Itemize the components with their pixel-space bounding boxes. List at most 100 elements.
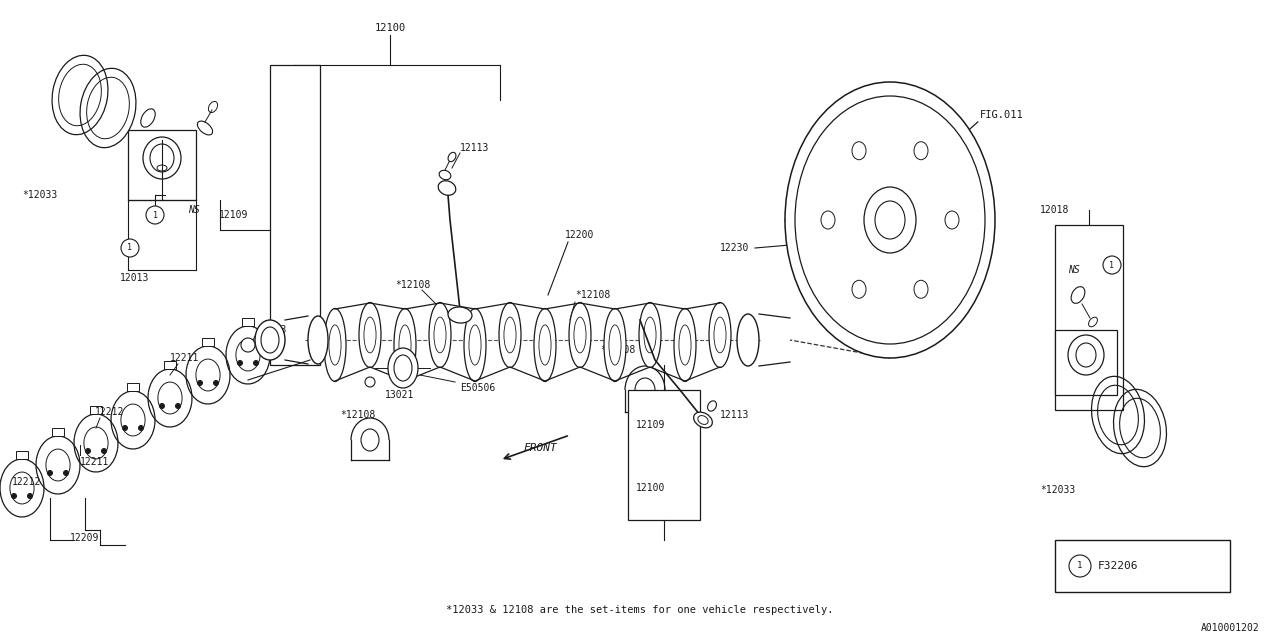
Circle shape bbox=[64, 470, 69, 476]
Ellipse shape bbox=[914, 141, 928, 160]
Circle shape bbox=[122, 239, 140, 257]
Text: 12100: 12100 bbox=[374, 23, 406, 33]
Text: FRONT: FRONT bbox=[524, 443, 557, 453]
Ellipse shape bbox=[308, 316, 328, 364]
Circle shape bbox=[86, 449, 91, 454]
Circle shape bbox=[101, 449, 106, 454]
Ellipse shape bbox=[358, 303, 381, 367]
Ellipse shape bbox=[795, 96, 986, 344]
Circle shape bbox=[47, 470, 52, 476]
Circle shape bbox=[1103, 256, 1121, 274]
Circle shape bbox=[138, 426, 143, 431]
Circle shape bbox=[123, 426, 128, 431]
Bar bbox=[270, 65, 320, 365]
Ellipse shape bbox=[255, 320, 285, 360]
Ellipse shape bbox=[394, 308, 416, 381]
Ellipse shape bbox=[438, 180, 456, 195]
Text: 1: 1 bbox=[152, 211, 157, 220]
Ellipse shape bbox=[570, 303, 591, 367]
Text: *12033: *12033 bbox=[1039, 485, 1075, 495]
Text: FIG.011: FIG.011 bbox=[980, 110, 1024, 120]
Bar bbox=[202, 338, 214, 346]
Text: 12209: 12209 bbox=[70, 533, 100, 543]
Text: *12108: *12108 bbox=[575, 290, 611, 300]
Text: *12108: *12108 bbox=[600, 345, 635, 355]
Text: 12113: 12113 bbox=[719, 410, 749, 420]
Circle shape bbox=[241, 338, 255, 352]
Text: 12109: 12109 bbox=[636, 420, 666, 430]
Text: NS: NS bbox=[188, 205, 200, 215]
Ellipse shape bbox=[876, 201, 905, 239]
Circle shape bbox=[197, 381, 202, 385]
Ellipse shape bbox=[604, 308, 626, 381]
Bar bbox=[128, 130, 196, 200]
Circle shape bbox=[175, 403, 180, 408]
Bar bbox=[15, 451, 28, 459]
Ellipse shape bbox=[864, 187, 916, 253]
Circle shape bbox=[365, 377, 375, 387]
Bar bbox=[1055, 540, 1230, 592]
Text: 13021: 13021 bbox=[385, 390, 415, 400]
Ellipse shape bbox=[737, 314, 759, 366]
Text: 12211: 12211 bbox=[79, 457, 109, 467]
Ellipse shape bbox=[429, 303, 451, 367]
Bar bbox=[1055, 225, 1123, 410]
Text: *12033 & 12108 are the set-items for one vehicle respectively.: *12033 & 12108 are the set-items for one… bbox=[447, 605, 833, 615]
Bar bbox=[90, 406, 102, 414]
Text: 1: 1 bbox=[128, 243, 133, 253]
Ellipse shape bbox=[945, 211, 959, 229]
Circle shape bbox=[214, 381, 219, 385]
Text: 12212: 12212 bbox=[95, 407, 124, 417]
Bar bbox=[52, 428, 64, 436]
Text: 12018: 12018 bbox=[1039, 205, 1069, 215]
Ellipse shape bbox=[465, 308, 486, 381]
Circle shape bbox=[27, 493, 32, 499]
Ellipse shape bbox=[439, 170, 451, 180]
Text: 12109: 12109 bbox=[219, 210, 248, 220]
Ellipse shape bbox=[448, 307, 472, 323]
Circle shape bbox=[146, 206, 164, 224]
Ellipse shape bbox=[534, 308, 556, 381]
Bar bbox=[242, 318, 253, 326]
Text: NS: NS bbox=[1068, 265, 1080, 275]
Text: 1: 1 bbox=[1078, 561, 1083, 570]
Ellipse shape bbox=[675, 308, 696, 381]
Text: 12100: 12100 bbox=[636, 483, 666, 493]
Ellipse shape bbox=[639, 303, 660, 367]
Ellipse shape bbox=[698, 415, 708, 424]
Circle shape bbox=[160, 403, 165, 408]
Bar bbox=[127, 383, 140, 391]
Ellipse shape bbox=[361, 429, 379, 451]
Text: *12108: *12108 bbox=[396, 280, 430, 290]
Circle shape bbox=[238, 360, 242, 365]
Ellipse shape bbox=[635, 378, 655, 402]
Ellipse shape bbox=[852, 280, 867, 298]
Ellipse shape bbox=[708, 401, 717, 411]
Ellipse shape bbox=[785, 82, 995, 358]
Ellipse shape bbox=[852, 141, 867, 160]
Circle shape bbox=[1069, 555, 1091, 577]
Text: F32206: F32206 bbox=[1098, 561, 1138, 571]
Bar bbox=[164, 361, 177, 369]
Text: A010001202: A010001202 bbox=[1201, 623, 1260, 633]
Text: 12200: 12200 bbox=[564, 230, 594, 240]
Text: 12213: 12213 bbox=[259, 325, 288, 335]
Ellipse shape bbox=[324, 308, 346, 381]
Circle shape bbox=[12, 493, 17, 499]
Circle shape bbox=[253, 360, 259, 365]
Text: 1: 1 bbox=[1110, 260, 1115, 269]
Ellipse shape bbox=[261, 327, 279, 353]
Text: 12211: 12211 bbox=[170, 353, 200, 363]
Ellipse shape bbox=[499, 303, 521, 367]
Text: 12212: 12212 bbox=[12, 477, 41, 487]
Ellipse shape bbox=[388, 348, 419, 388]
Text: *12033: *12033 bbox=[22, 190, 58, 200]
Text: 12013: 12013 bbox=[120, 273, 150, 283]
Ellipse shape bbox=[709, 303, 731, 367]
Ellipse shape bbox=[448, 152, 456, 162]
Ellipse shape bbox=[694, 412, 713, 428]
Ellipse shape bbox=[820, 211, 835, 229]
Bar bbox=[1055, 330, 1117, 395]
Text: E50506: E50506 bbox=[460, 383, 495, 393]
Ellipse shape bbox=[394, 355, 412, 381]
